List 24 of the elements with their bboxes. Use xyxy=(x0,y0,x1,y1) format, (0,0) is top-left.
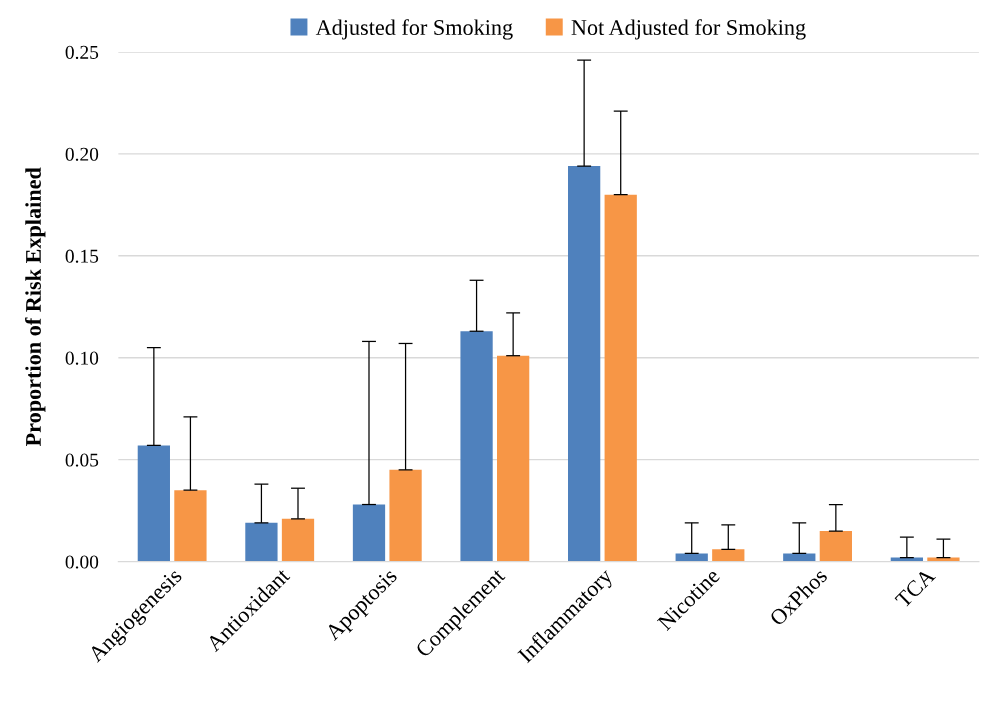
x-tick-label: TCA xyxy=(894,567,937,609)
bar xyxy=(174,490,207,562)
bar xyxy=(460,331,493,562)
y-axis-title: Proportion of Risk Explained xyxy=(25,167,46,447)
bar xyxy=(819,531,852,562)
bar xyxy=(245,522,278,562)
y-tick-label: 0.05 xyxy=(65,453,99,467)
y-tick-label: 0.20 xyxy=(65,147,99,161)
y-tick-label: 0.15 xyxy=(65,249,99,263)
y-tick-label: 0.25 xyxy=(65,45,99,59)
bar xyxy=(281,518,315,562)
y-tick-label: 0.10 xyxy=(65,351,99,365)
bar xyxy=(137,445,170,562)
bar xyxy=(352,504,386,562)
legend-label: Adjusted for Smoking xyxy=(315,19,513,40)
bar xyxy=(604,194,637,562)
bar xyxy=(712,549,745,562)
bar xyxy=(783,553,816,562)
bar xyxy=(389,469,422,562)
bar xyxy=(568,166,601,562)
bar xyxy=(675,553,708,562)
y-tick-label: 0.00 xyxy=(65,555,99,569)
bar xyxy=(497,355,530,562)
legend-label: Not Adjusted for Smoking xyxy=(571,19,806,40)
